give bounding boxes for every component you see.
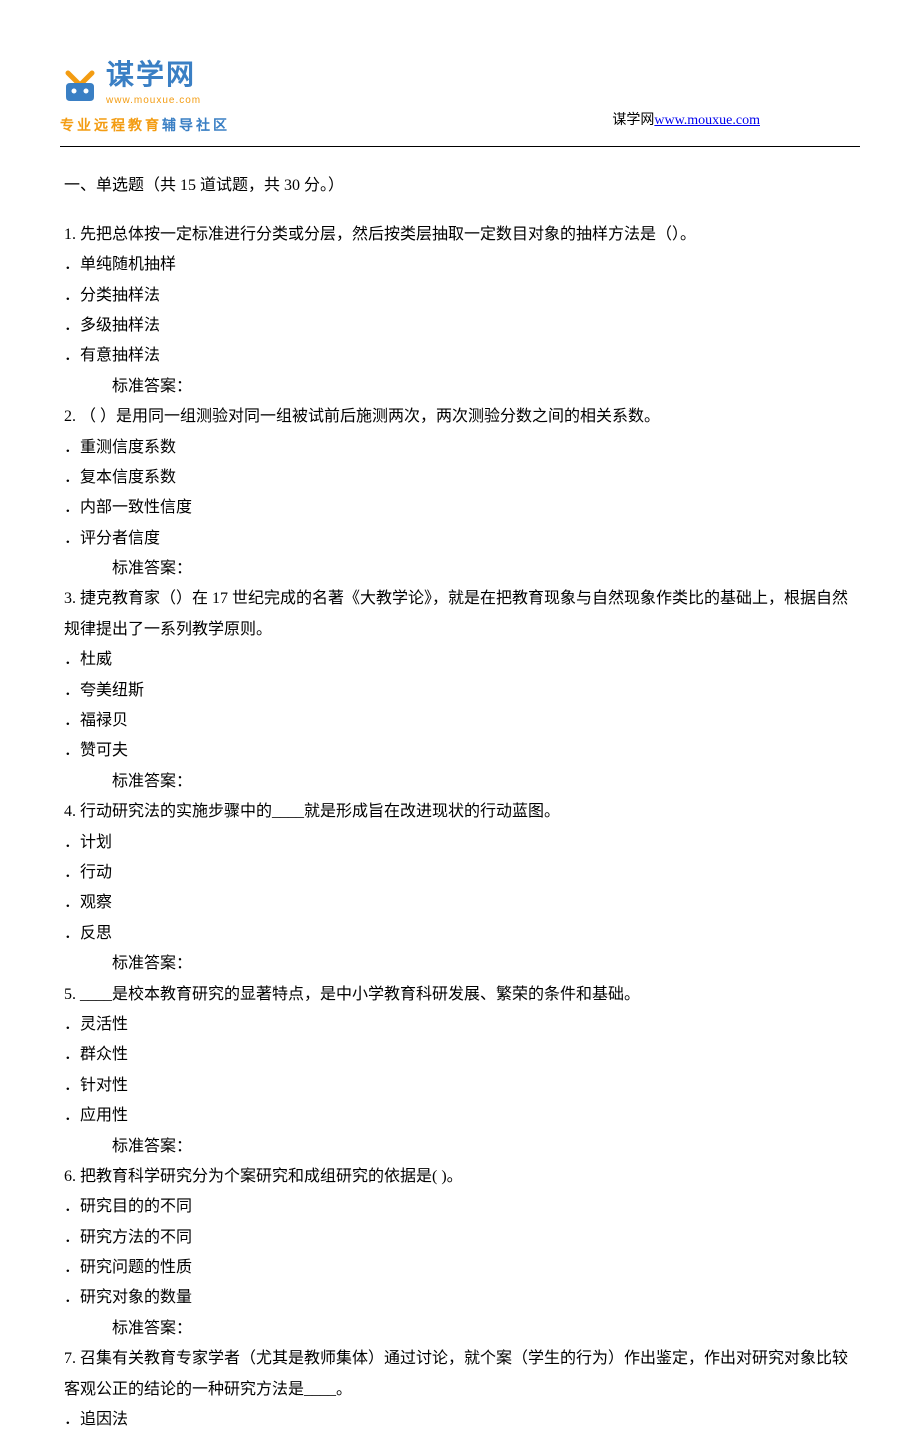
question-option: ．研究目的的不同 (64, 1192, 856, 1222)
site-label: 谋学网 (612, 113, 654, 128)
question-option: ．内部一致性信度 (64, 493, 856, 523)
question-option: ．应用性 (64, 1101, 856, 1131)
question-text: 5. ____是校本教育研究的显著特点，是中小学教育科研发展、繁荣的条件和基础。 (64, 980, 856, 1010)
question-option: ．有意抽样法 (64, 341, 856, 371)
logo-chinese: 谋学网 (106, 60, 201, 91)
question-6: 6. 把教育科学研究分为个案研究和成组研究的依据是( )。．研究目的的不同．研究… (64, 1162, 856, 1344)
question-option: ．观察 (64, 888, 856, 918)
question-text: 4. 行动研究法的实施步骤中的____就是形成旨在改进现状的行动蓝图。 (64, 797, 856, 827)
logo-container: 谋学网 www.mouxue.com 专业远程教育辅导社区 (60, 60, 230, 138)
logo-main: 谋学网 www.mouxue.com (60, 60, 201, 110)
site-reference: 谋学网www.mouxue.com (612, 108, 760, 135)
question-text: 7. 召集有关教育专家学者（尤其是教师集体）通过讨论，就个案（学生的行为）作出鉴… (64, 1344, 856, 1405)
question-answer-label: 标准答案： (64, 1132, 856, 1162)
question-5: 5. ____是校本教育研究的显著特点，是中小学教育科研发展、繁荣的条件和基础。… (64, 980, 856, 1162)
page-header: 谋学网 www.mouxue.com 专业远程教育辅导社区 谋学网www.mou… (60, 60, 860, 138)
header-divider (60, 146, 860, 147)
question-option: ．多级抽样法 (64, 311, 856, 341)
question-text: 2. （ ）是用同一组测验对同一组被试前后施测两次，两次测验分数之间的相关系数。 (64, 402, 856, 432)
question-option: ．反思 (64, 919, 856, 949)
question-option: ．杜威 (64, 645, 856, 675)
question-text: 6. 把教育科学研究分为个案研究和成组研究的依据是( )。 (64, 1162, 856, 1192)
question-option: ．追因法 (64, 1405, 856, 1435)
question-answer-label: 标准答案： (64, 372, 856, 402)
content-area: 一、单选题（共 15 道试题，共 30 分。） 1. 先把总体按一定标准进行分类… (60, 171, 860, 1435)
question-7: 7. 召集有关教育专家学者（尤其是教师集体）通过讨论，就个案（学生的行为）作出鉴… (64, 1344, 856, 1435)
question-option: ．研究对象的数量 (64, 1283, 856, 1313)
logo-text: 谋学网 www.mouxue.com (106, 60, 201, 110)
site-link[interactable]: www.mouxue.com (654, 113, 760, 128)
question-option: ．行动 (64, 858, 856, 888)
question-option: ．灵活性 (64, 1010, 856, 1040)
question-option: ．研究问题的性质 (64, 1253, 856, 1283)
question-text: 1. 先把总体按一定标准进行分类或分层，然后按类层抽取一定数目对象的抽样方法是（… (64, 220, 856, 250)
question-answer-label: 标准答案： (64, 949, 856, 979)
logo-subtitle-blue: 辅导社区 (162, 117, 230, 133)
question-option: ．评分者信度 (64, 524, 856, 554)
question-option: ．研究方法的不同 (64, 1223, 856, 1253)
question-text: 3. 捷克教育家（）在 17 世纪完成的名著《大教学论》，就是在把教育现象与自然… (64, 584, 856, 645)
questions-container: 1. 先把总体按一定标准进行分类或分层，然后按类层抽取一定数目对象的抽样方法是（… (64, 220, 856, 1435)
question-option: ．复本信度系数 (64, 463, 856, 493)
question-option: ．赞可夫 (64, 736, 856, 766)
question-option: ．分类抽样法 (64, 281, 856, 311)
question-option: ．福禄贝 (64, 706, 856, 736)
question-option: ．夸美纽斯 (64, 676, 856, 706)
logo-icon (60, 65, 100, 105)
logo-subtitle: 专业远程教育辅导社区 (60, 112, 230, 139)
question-1: 1. 先把总体按一定标准进行分类或分层，然后按类层抽取一定数目对象的抽样方法是（… (64, 220, 856, 402)
question-option: ．群众性 (64, 1040, 856, 1070)
question-3: 3. 捷克教育家（）在 17 世纪完成的名著《大教学论》，就是在把教育现象与自然… (64, 584, 856, 797)
question-option: ．针对性 (64, 1071, 856, 1101)
question-option: ．重测信度系数 (64, 433, 856, 463)
section-title: 一、单选题（共 15 道试题，共 30 分。） (64, 171, 856, 201)
logo-url-text: www.mouxue.com (106, 91, 201, 110)
question-answer-label: 标准答案： (64, 1314, 856, 1344)
question-4: 4. 行动研究法的实施步骤中的____就是形成旨在改进现状的行动蓝图。．计划．行… (64, 797, 856, 979)
question-option: ．计划 (64, 828, 856, 858)
question-option: ．单纯随机抽样 (64, 250, 856, 280)
question-answer-label: 标准答案： (64, 554, 856, 584)
logo-subtitle-orange: 专业远程教育 (60, 117, 162, 133)
question-answer-label: 标准答案： (64, 767, 856, 797)
question-2: 2. （ ）是用同一组测验对同一组被试前后施测两次，两次测验分数之间的相关系数。… (64, 402, 856, 584)
